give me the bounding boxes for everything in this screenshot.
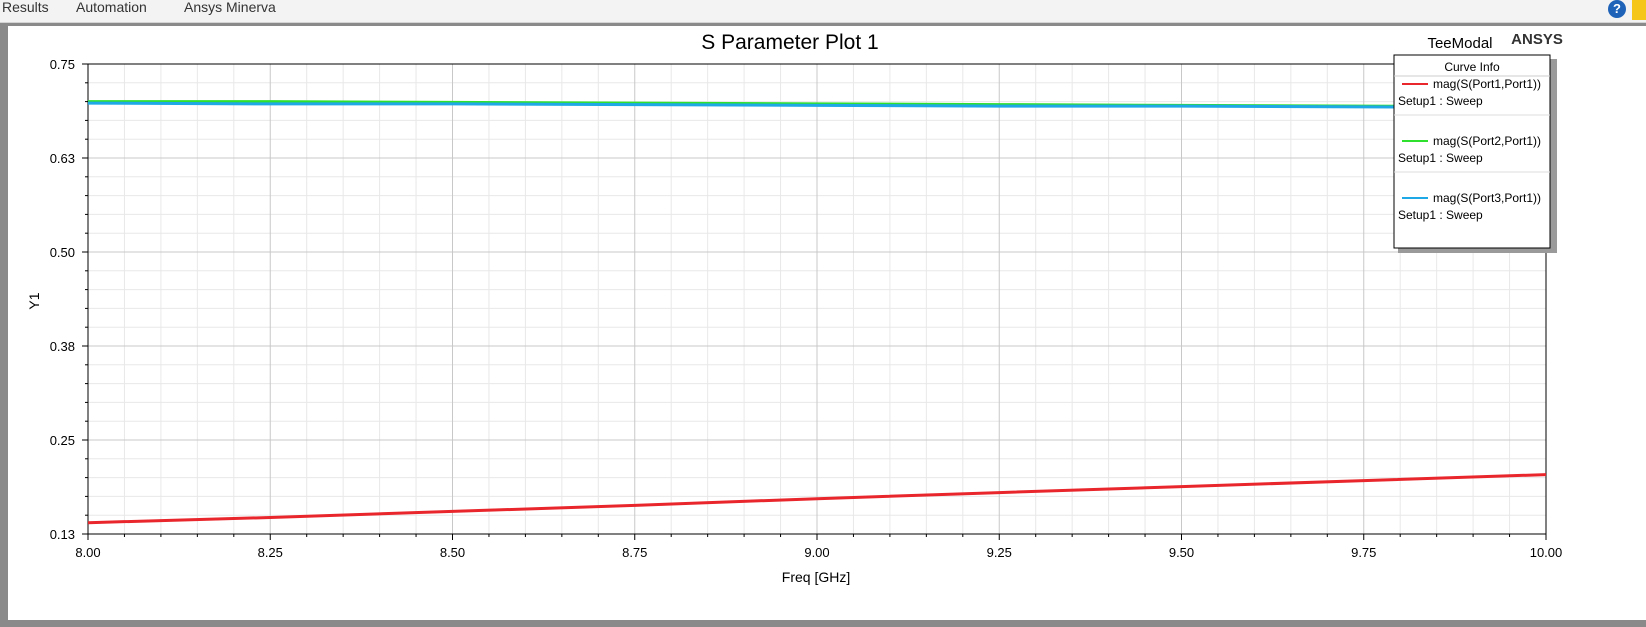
legend-series-name: mag(S(Port3,Port1)): [1433, 191, 1541, 205]
chart-title: S Parameter Plot 1: [701, 31, 878, 54]
y-tick-label: 0.50: [50, 245, 75, 260]
x-tick-label: 8.50: [440, 545, 465, 560]
ansys-corner-logo-icon: [1632, 0, 1646, 20]
x-tick-label: 9.50: [1169, 545, 1194, 560]
legend-series-setup: Setup1 : Sweep: [1398, 94, 1483, 108]
x-tick-label: 9.00: [804, 545, 829, 560]
legend-series-setup: Setup1 : Sweep: [1398, 151, 1483, 165]
y-axis-ticks: 0.75 0.63 0.50 0.38 0.25 0.13: [50, 57, 88, 542]
x-tick-label: 9.25: [987, 545, 1012, 560]
x-tick-label: 8.25: [258, 545, 283, 560]
y-tick-label: 0.75: [50, 57, 75, 72]
y-tick-label: 0.25: [50, 433, 75, 448]
ansys-logo: ANSYS: [1511, 31, 1563, 48]
x-axis-ticks: 8.00 8.25 8.50 8.75 9.00 9.25 9.50 9.75 10.00: [75, 534, 1562, 560]
x-tick-label: 8.00: [75, 545, 100, 560]
y-tick-label: 0.38: [50, 339, 75, 354]
menu-results[interactable]: Results: [2, 0, 49, 15]
x-axis-label: Freq [GHz]: [782, 569, 850, 585]
y-tick-label: 0.13: [50, 527, 75, 542]
series-lines: [87, 100, 1547, 525]
x-tick-label: 10.00: [1530, 545, 1563, 560]
s-parameter-chart[interactable]: S Parameter Plot 1 TeeModal ANSYS 0.750.…: [8, 26, 1646, 620]
legend-series-setup: Setup1 : Sweep: [1398, 208, 1483, 222]
curve-info-legend[interactable]: Curve Info mag(S(Port1,Port1)) Setup1 : S…: [1393, 54, 1557, 253]
legend-box: [1393, 54, 1551, 249]
legend-title: Curve Info: [1444, 60, 1500, 74]
legend-series-name: mag(S(Port2,Port1)): [1433, 134, 1541, 148]
series-line-3: [87, 101, 1547, 110]
y-axis-label: Y1: [26, 292, 42, 309]
menu-ansys-minerva[interactable]: Ansys Minerva: [184, 0, 276, 15]
plot-frame: S Parameter Plot 1 TeeModal ANSYS 0.75 0.…: [8, 26, 1646, 620]
menu-automation[interactable]: Automation: [76, 0, 147, 15]
x-tick-label: 9.75: [1351, 545, 1376, 560]
help-icon[interactable]: ?: [1608, 0, 1626, 18]
x-tick-label: 8.75: [622, 545, 647, 560]
legend-series-name: mag(S(Port1,Port1)): [1433, 77, 1541, 91]
design-name: TeeModal: [1427, 35, 1492, 52]
y-tick-label: 0.63: [50, 151, 75, 166]
series-line-1: [87, 473, 1547, 525]
legend-entries: mag(S(Port1,Port1)) Setup1 : Sweep mag(S(P…: [1394, 77, 1550, 222]
menu-bar: Results Automation Ansys Minerva ?: [0, 0, 1646, 23]
